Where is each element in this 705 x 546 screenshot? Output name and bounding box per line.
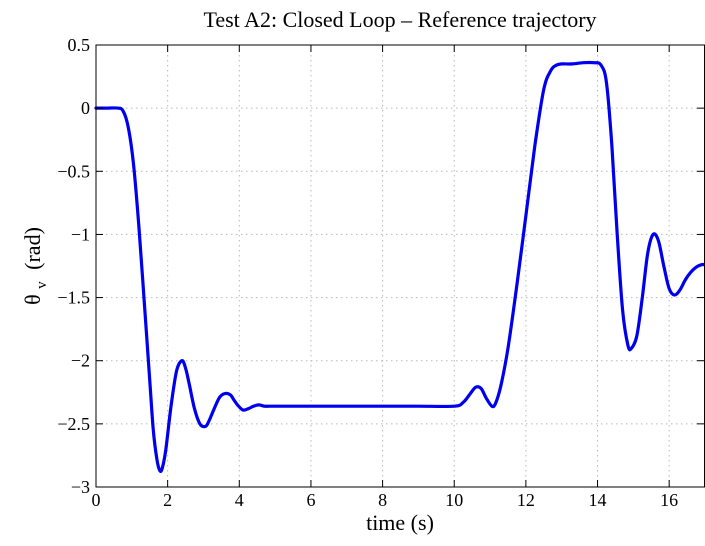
x-tick-label: 0	[92, 490, 101, 510]
x-tick-label: 12	[517, 490, 535, 510]
x-tick-label: 10	[445, 490, 463, 510]
x-tick-label: 2	[163, 490, 172, 510]
x-tick-label: 8	[378, 490, 387, 510]
x-tick-label: 14	[589, 490, 607, 510]
x-tick-label: 16	[660, 490, 678, 510]
y-tick-label: 0.5	[68, 35, 91, 55]
series-layer	[94, 60, 705, 473]
y-axis-subscript: v	[34, 281, 50, 289]
plot-area-frame	[95, 44, 705, 488]
y-axis-symbol: θ	[20, 294, 45, 305]
y-tick-label: −2.5	[57, 414, 90, 434]
y-tick-label: −2	[71, 351, 90, 371]
y-tick-label: −3	[71, 477, 90, 497]
y-axis-title: θ v (rad)	[20, 227, 51, 305]
series-line-theta-v	[94, 60, 705, 473]
y-tick-label: −0.5	[57, 161, 90, 181]
chart-title: Test A2: Closed Loop – Reference traject…	[203, 7, 596, 32]
x-tick-labels: 0 2 4 6 8 10 12 14 16	[92, 490, 679, 510]
y-axis-unit: (rad)	[20, 227, 45, 270]
grid-lines	[96, 45, 705, 487]
x-axis-title: time (s)	[366, 510, 434, 535]
tick-marks	[95, 44, 704, 488]
x-tick-label: 4	[235, 490, 244, 510]
y-tick-label: 0	[81, 98, 90, 118]
y-tick-labels: 0.5 0 −0.5 −1 −1.5 −2 −2.5 −3	[57, 35, 90, 497]
y-tick-label: −1	[71, 224, 90, 244]
y-tick-label: −1.5	[57, 288, 90, 308]
x-tick-label: 6	[306, 490, 315, 510]
